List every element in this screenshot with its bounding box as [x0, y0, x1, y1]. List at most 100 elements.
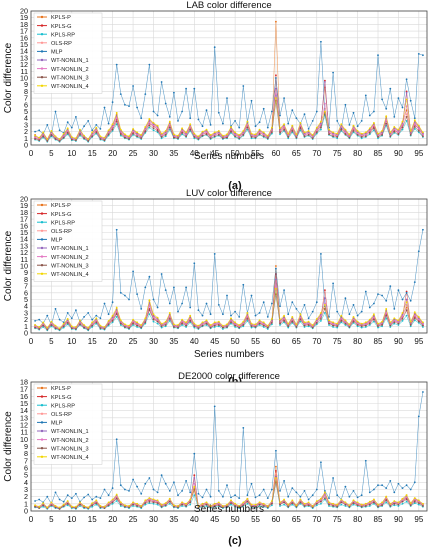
data-point [217, 134, 220, 136]
x-tick-label: 55 [251, 515, 260, 524]
data-point [417, 322, 420, 324]
data-point [348, 133, 351, 136]
x-tick-label: 30 [149, 149, 158, 158]
data-point [344, 503, 347, 506]
data-point [197, 135, 200, 138]
data-point [381, 320, 383, 323]
data-point [401, 497, 404, 500]
data-point [115, 438, 118, 441]
data-point [189, 503, 192, 506]
data-point [91, 321, 94, 324]
x-tick-label: 75 [333, 337, 342, 346]
data-point [385, 499, 388, 502]
data-point [307, 131, 310, 134]
data-point [324, 497, 326, 499]
y-tick-label: 14 [20, 235, 28, 244]
data-point [34, 134, 36, 137]
data-point [164, 504, 167, 507]
data-point [287, 136, 290, 138]
legend-entry: WT-NONLIN_3 [51, 263, 89, 269]
data-point [315, 131, 318, 134]
data-point [70, 317, 73, 320]
data-point [389, 87, 392, 90]
data-point [140, 117, 143, 120]
y-tick-label: 2 [24, 315, 28, 324]
data-point [75, 139, 77, 142]
data-point [95, 499, 98, 502]
series-wt-nonlin-3 [34, 293, 424, 331]
data-point [393, 308, 396, 310]
x-tick-label: 50 [231, 149, 240, 158]
legend-entry: MLP [51, 50, 63, 56]
data-point [54, 491, 57, 494]
data-point [324, 312, 326, 314]
data-point [385, 317, 388, 320]
data-point [417, 250, 420, 253]
data-point [42, 324, 45, 327]
data-point [38, 139, 41, 142]
data-point [356, 322, 359, 325]
data-point [262, 131, 265, 134]
data-point [307, 130, 310, 132]
data-point [405, 91, 408, 94]
x-axis-label: Series numbers [194, 504, 264, 515]
data-point [91, 502, 94, 504]
legend-entry: MLP [51, 238, 63, 244]
data-point [315, 502, 318, 505]
data-point [209, 495, 212, 498]
data-point [173, 481, 175, 484]
data-point [336, 494, 339, 497]
data-point [213, 253, 216, 255]
data-point [320, 315, 322, 318]
data-point [34, 320, 36, 322]
data-point [164, 502, 167, 504]
data-point [352, 499, 355, 502]
data-point [393, 322, 396, 325]
x-tick-label: 45 [210, 515, 219, 524]
data-point [242, 504, 245, 507]
data-point [344, 321, 347, 324]
data-point [140, 326, 143, 329]
data-point [75, 507, 77, 509]
data-point [417, 318, 420, 321]
data-point [417, 127, 420, 130]
data-point [111, 123, 114, 126]
legend-entry: WT-NONLIN_2 [51, 67, 89, 73]
data-point [136, 323, 139, 326]
data-point [124, 505, 126, 508]
data-point [87, 493, 90, 496]
data-point [111, 101, 114, 103]
data-point [226, 484, 228, 487]
data-point [124, 504, 126, 507]
data-point [328, 501, 330, 504]
data-point [91, 504, 94, 507]
data-point [58, 129, 61, 132]
x-tick-label: 45 [210, 149, 219, 158]
data-point [156, 500, 159, 503]
data-point [230, 500, 232, 503]
data-point [324, 110, 326, 113]
data-point [254, 324, 257, 327]
data-point [352, 111, 355, 114]
legend-entry: KPLS-RP [51, 220, 75, 226]
data-point [368, 503, 371, 506]
data-point [275, 475, 277, 478]
data-point [303, 113, 306, 116]
data-point [119, 93, 122, 95]
data-point [324, 302, 326, 305]
data-point [320, 320, 322, 322]
y-tick-label: 4 [24, 302, 28, 311]
data-point [254, 505, 257, 508]
y-tick-label: 18 [20, 20, 28, 29]
data-point [385, 487, 388, 489]
data-point [422, 505, 424, 507]
data-point [140, 308, 143, 310]
data-point [409, 130, 412, 132]
data-point [177, 494, 179, 497]
data-point [177, 134, 179, 137]
data-point [132, 127, 135, 130]
data-point [66, 312, 69, 314]
data-point [287, 503, 290, 506]
data-point [397, 505, 400, 507]
data-point [242, 283, 245, 286]
